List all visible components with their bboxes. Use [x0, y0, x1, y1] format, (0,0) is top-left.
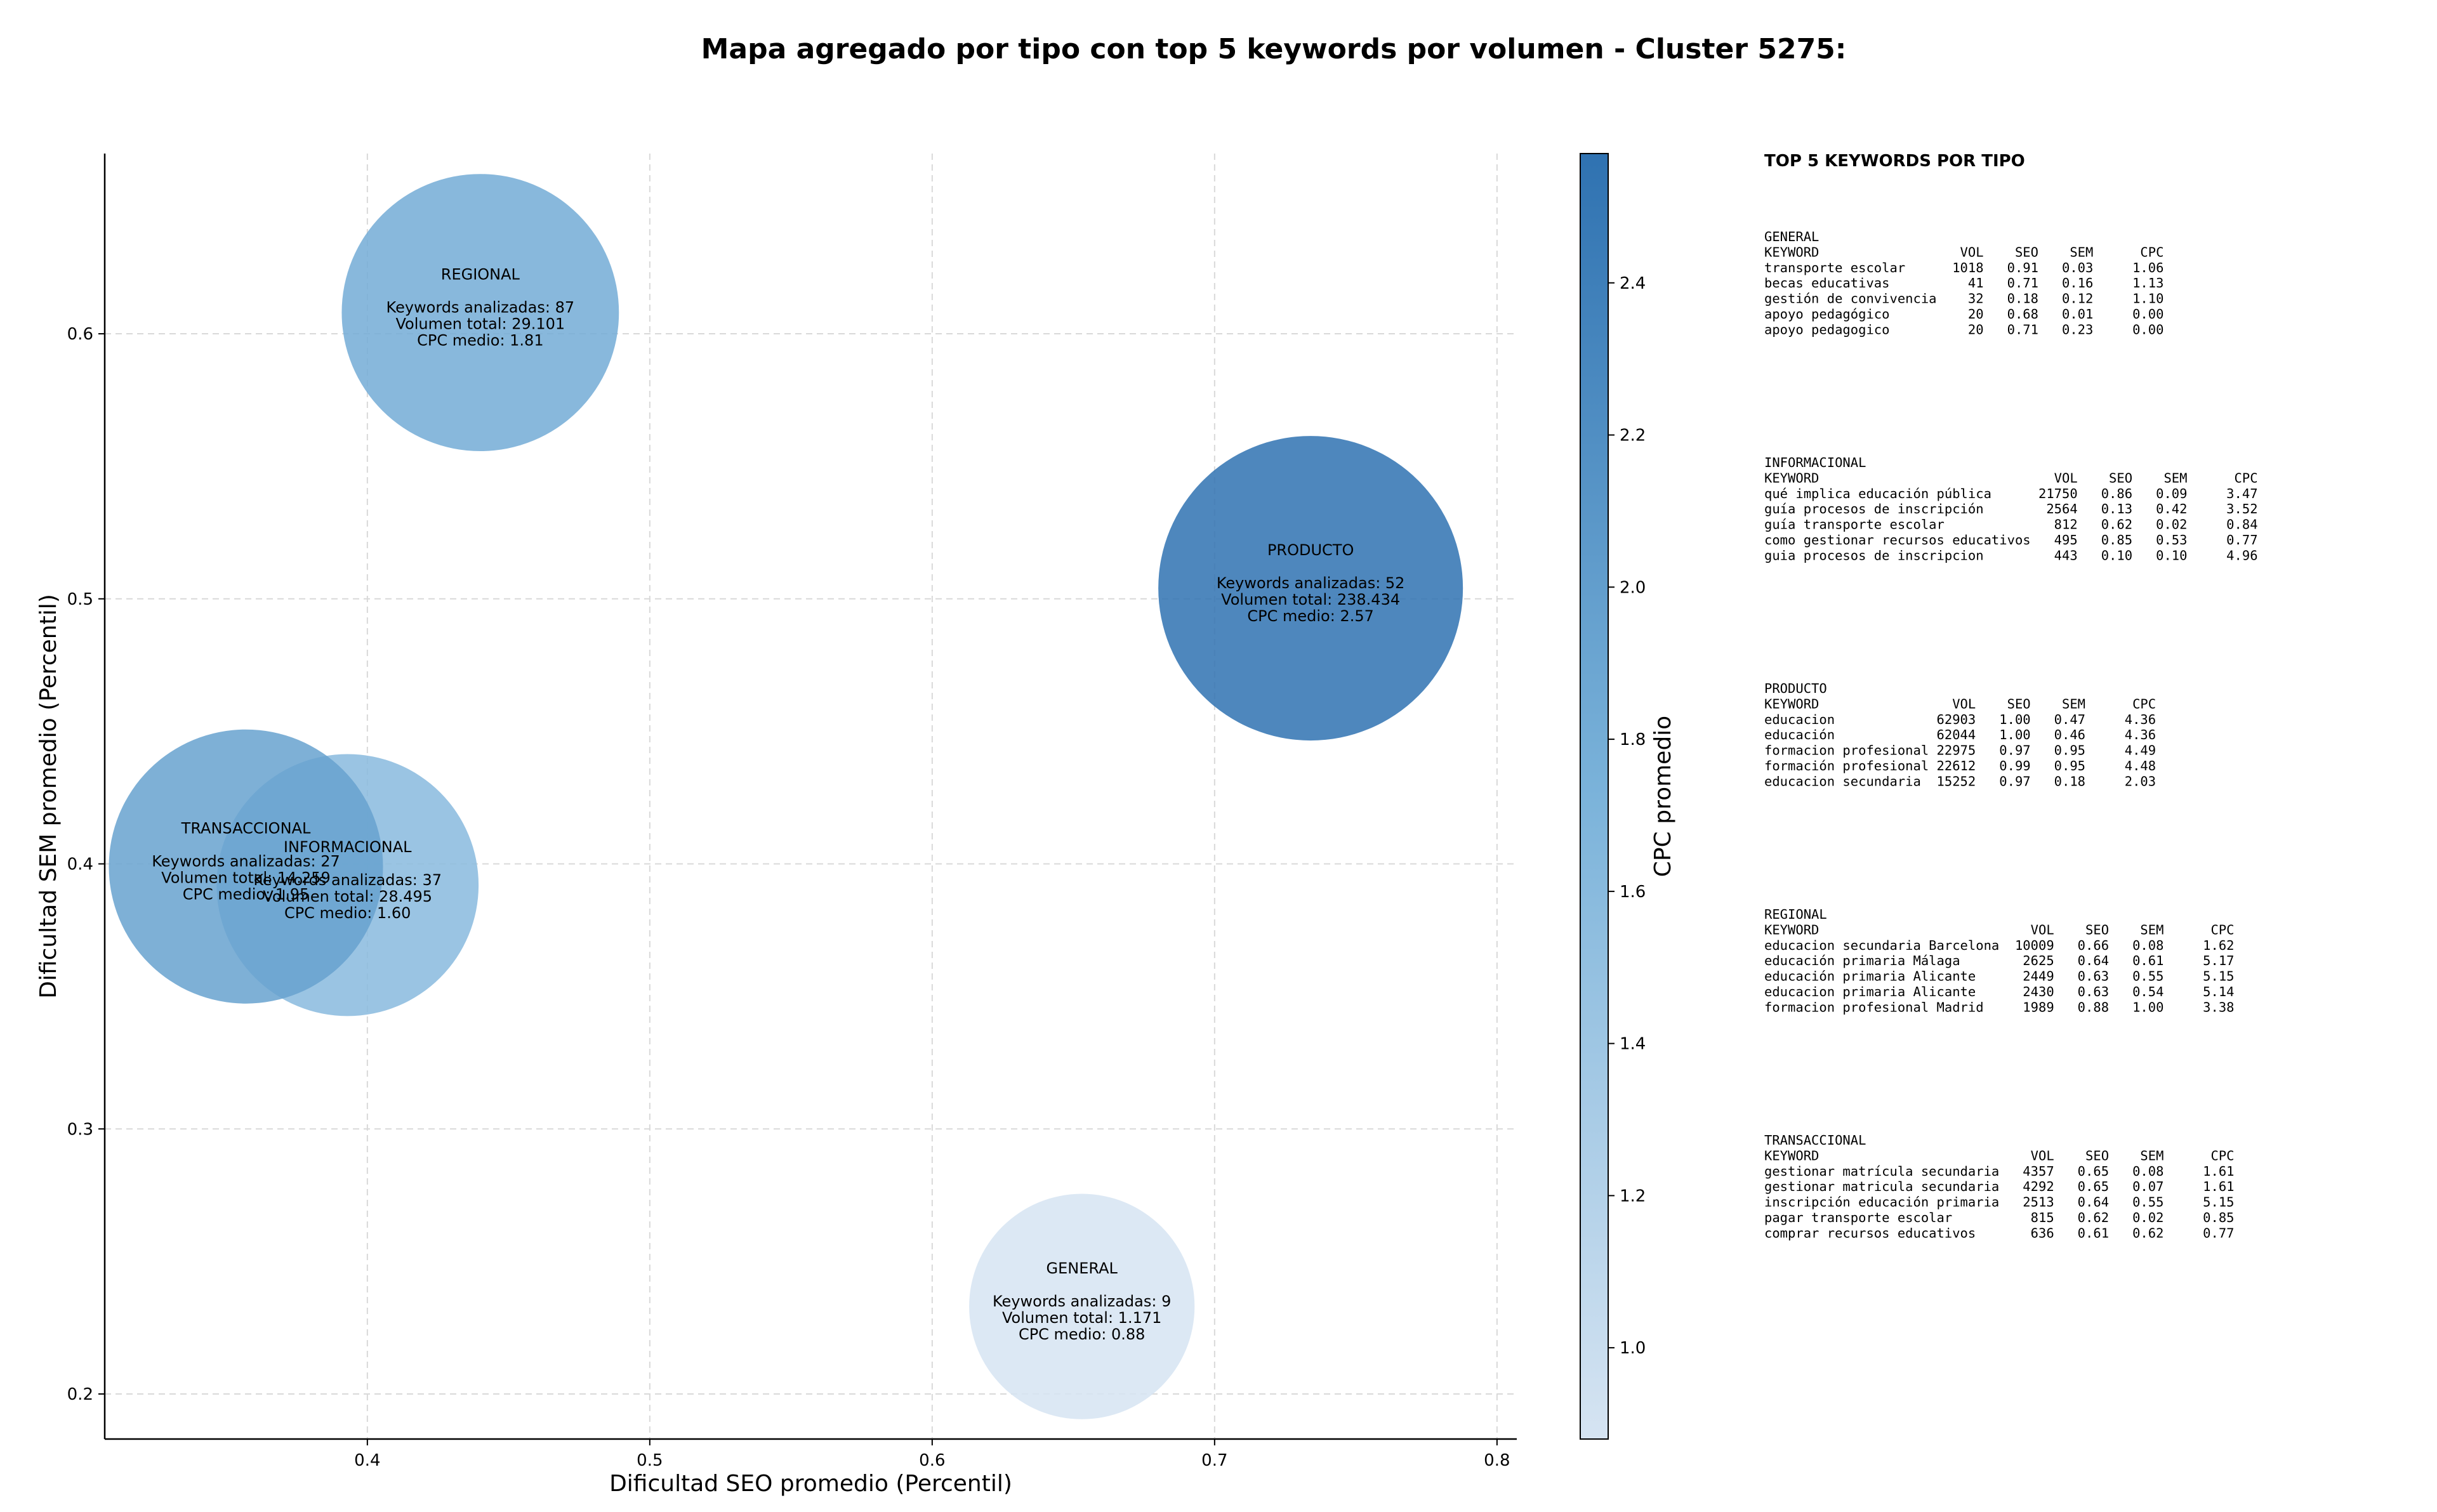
keywords-table-row: como gestionar recursos educativos 495 0… — [1764, 532, 2258, 548]
keywords-table-row: gestionar matricula secundaria 4292 0.65… — [1764, 1179, 2235, 1194]
keywords-table-row: guía transporte escolar 812 0.62 0.02 0.… — [1764, 517, 2258, 532]
keywords-table-row: apoyo pedagógico 20 0.68 0.01 0.00 — [1764, 306, 2163, 322]
bubble-type-label: INFORMACIONAL — [284, 838, 412, 856]
keywords-table-header: KEYWORD VOL SEO SEM CPC — [1764, 470, 2258, 485]
y-tick-label: 0.6 — [67, 325, 93, 344]
keywords-table-row: educacion primaria Alicante 2430 0.63 0.… — [1764, 984, 2235, 999]
bubble-keywords-label: Keywords analizadas: 9 — [993, 1292, 1171, 1310]
keywords-group-title: REGIONAL — [1764, 907, 1827, 922]
bubble-label-transaccional: TRANSACCIONAL Keywords analizadas: 27Volu… — [152, 820, 340, 904]
bubble-label-informacional: INFORMACIONAL Keywords analizadas: 37Volu… — [253, 838, 442, 922]
colorbar-tick-label: 2.0 — [1620, 578, 1646, 597]
colorbar-tick-label: 1.4 — [1620, 1035, 1646, 1054]
keywords-table-row: educacion secundaria Barcelona 10009 0.6… — [1764, 938, 2235, 953]
colorbar-tick-label: 1.8 — [1620, 730, 1646, 749]
keywords-table-header: KEYWORD VOL SEO SEM CPC — [1764, 922, 2235, 937]
bubble-keywords-label: Keywords analizadas: 37 — [253, 871, 442, 889]
bubble-type-label: PRODUCTO — [1267, 541, 1354, 559]
keywords-table-row: gestión de convivencia 32 0.18 0.12 1.10 — [1764, 291, 2163, 306]
keywords-table-row: formacion profesional 22975 0.97 0.95 4.… — [1764, 743, 2156, 758]
bubble-cpc-label: CPC medio: 1.81 — [417, 332, 544, 350]
keywords-table-row: inscripción educación primaria 2513 0.64… — [1764, 1195, 2235, 1210]
keywords-table-row: educación 62044 1.00 0.46 4.36 — [1764, 727, 2156, 742]
colorbar-tick-label: 2.4 — [1620, 274, 1646, 293]
keywords-table-row: gestionar matrícula secundaria 4357 0.65… — [1764, 1164, 2235, 1179]
keywords-group-title: TRANSACCIONAL — [1764, 1133, 1866, 1148]
keywords-table-header: KEYWORD VOL SEO SEM CPC — [1764, 696, 2156, 711]
keywords-table-row: formacion profesional Madrid 1989 0.88 1… — [1764, 999, 2235, 1015]
bubble-cpc-label: CPC medio: 1.60 — [284, 904, 411, 922]
bubble-producto — [1158, 436, 1463, 741]
keywords-group-title: PRODUCTO — [1764, 681, 1827, 696]
bubble-cpc-label: CPC medio: 0.88 — [1019, 1325, 1146, 1343]
colorbar-tick-label: 2.2 — [1620, 426, 1646, 445]
bubble-type-label: GENERAL — [1047, 1259, 1118, 1277]
x-tick-label: 0.6 — [919, 1451, 945, 1470]
bubble-keywords-label: Keywords analizadas: 27 — [152, 853, 340, 871]
bubble-transaccional — [109, 729, 383, 1004]
keywords-group-title: INFORMACIONAL — [1764, 455, 1866, 470]
keywords-table-row: guía procesos de inscripción 2564 0.13 0… — [1764, 501, 2258, 516]
bubble-volume-label: Volumen total: 28.495 — [263, 888, 432, 905]
colorbar-label: CPC promedio — [1650, 716, 1676, 877]
bubble-keywords-label: Keywords analizadas: 87 — [386, 299, 575, 317]
chart-title: Mapa agregado por tipo con top 5 keyword… — [701, 33, 1847, 65]
y-tick-label: 0.3 — [67, 1120, 93, 1139]
keywords-table-row: educacion secundaria 15252 0.97 0.18 2.0… — [1764, 773, 2156, 789]
x-axis-label: Dificultad SEO promedio (Percentil) — [609, 1471, 1012, 1497]
keywords-table-row: educación primaria Málaga 2625 0.64 0.61… — [1764, 953, 2235, 968]
keywords-table-row: pagar transporte escolar 815 0.62 0.02 0… — [1764, 1210, 2235, 1225]
keywords-table-row: qué implica educación pública 21750 0.86… — [1764, 486, 2258, 501]
keywords-panel-heading: TOP 5 KEYWORDS POR TIPO — [1764, 152, 2025, 171]
keywords-table-row: educacion 62903 1.00 0.47 4.36 — [1764, 712, 2156, 727]
keywords-table-header: KEYWORD VOL SEO SEM CPC — [1764, 1148, 2235, 1163]
keywords-table-row: comprar recursos educativos 636 0.61 0.6… — [1764, 1225, 2235, 1240]
bubble-type-label: REGIONAL — [441, 266, 520, 284]
bubble-keywords-label: Keywords analizadas: 52 — [1217, 574, 1405, 592]
keywords-table-header: KEYWORD VOL SEO SEM CPC — [1764, 244, 2163, 260]
bubble-volume-label: Volumen total: 29.101 — [396, 315, 565, 333]
keywords-table-row: educación primaria Alicante 2449 0.63 0.… — [1764, 969, 2235, 984]
keywords-table-row: formación profesional 22612 0.99 0.95 4.… — [1764, 758, 2156, 773]
bubble-cpc-label: CPC medio: 1.95 — [183, 886, 310, 904]
y-axis-label: Dificultad SEM promedio (Percentil) — [36, 594, 62, 999]
bubble-type-label: TRANSACCIONAL — [181, 820, 311, 838]
x-tick-label: 0.5 — [637, 1451, 663, 1470]
keywords-group-title: GENERAL — [1764, 229, 1819, 244]
colorbar-tick-label: 1.2 — [1620, 1187, 1646, 1206]
bubble-regional — [341, 174, 619, 452]
keywords-table-row: guia procesos de inscripcion 443 0.10 0.… — [1764, 548, 2258, 563]
x-tick-label: 0.7 — [1201, 1451, 1227, 1470]
bubble-volume-label: Volumen total: 1.171 — [1002, 1309, 1161, 1327]
colorbar: 1.0 1.2 1.4 1.6 1.8 2.0 2.2 2.4 CPC promedio — [1580, 153, 1676, 1440]
keywords-table-row: transporte escolar 1018 0.91 0.03 1.06 — [1764, 260, 2163, 275]
bubble-general — [969, 1193, 1195, 1419]
keywords-table-row: becas educativas 41 0.71 0.16 1.13 — [1764, 275, 2163, 291]
colorbar-tick-label: 1.6 — [1620, 883, 1646, 902]
x-tick-label: 0.8 — [1484, 1451, 1510, 1470]
x-tick-label: 0.4 — [354, 1451, 380, 1470]
colorbar-tick-label: 1.0 — [1620, 1339, 1646, 1358]
y-tick-label: 0.5 — [67, 590, 93, 609]
y-tick-label: 0.4 — [67, 855, 93, 874]
keywords-table-row: apoyo pedagogico 20 0.71 0.23 0.00 — [1764, 322, 2163, 337]
bubble-volume-label: Volumen total: 238.434 — [1221, 591, 1400, 608]
y-tick-label: 0.2 — [67, 1385, 93, 1404]
axes: 0.4 0.5 0.6 0.7 0.80.20.30.40.50.6Dificultad… — [36, 154, 1517, 1497]
colorbar-gradient — [1580, 153, 1609, 1440]
bubble-cpc-label: CPC medio: 2.57 — [1247, 607, 1374, 625]
bubble-volume-label: Volumen total: 14.259 — [161, 869, 331, 887]
